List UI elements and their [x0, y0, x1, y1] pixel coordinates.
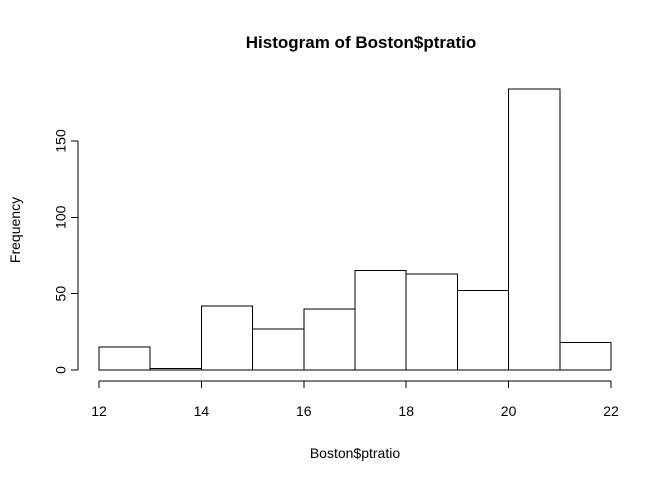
- histogram-bar-3: [252, 328, 305, 371]
- x-tick-label-18: 18: [398, 403, 414, 419]
- histogram-bar-5: [354, 270, 407, 371]
- x-axis-label: Boston$ptratio: [310, 445, 400, 461]
- y-axis-label: Frequency: [7, 197, 23, 263]
- histogram-bar-8: [508, 88, 561, 371]
- x-tick-label-12: 12: [91, 403, 107, 419]
- histogram-bar-7: [456, 290, 510, 371]
- histogram-bar-9: [559, 342, 612, 371]
- histogram-bar-0: [98, 346, 151, 371]
- x-axis: 12 14 16 18 20 22: [91, 380, 619, 419]
- histogram-bar-1: [149, 367, 202, 371]
- histogram-bar-2: [200, 305, 254, 371]
- x-tick-label-14: 14: [194, 403, 210, 419]
- y-tick-label-100: 100: [53, 205, 69, 229]
- y-tick-label-150: 150: [53, 129, 69, 153]
- y-tick-label-0: 0: [53, 366, 69, 374]
- x-tick-label-22: 22: [603, 403, 619, 419]
- x-tick-label-16: 16: [296, 403, 312, 419]
- bars-group: [98, 88, 612, 371]
- y-axis: 0 50 100 150: [53, 129, 79, 374]
- x-tick-label-20: 20: [501, 403, 517, 419]
- chart-title: Histogram of Boston$ptratio: [246, 33, 476, 52]
- y-tick-label-50: 50: [53, 286, 69, 302]
- histogram-bar-6: [405, 273, 458, 371]
- histogram-bar-4: [303, 308, 356, 371]
